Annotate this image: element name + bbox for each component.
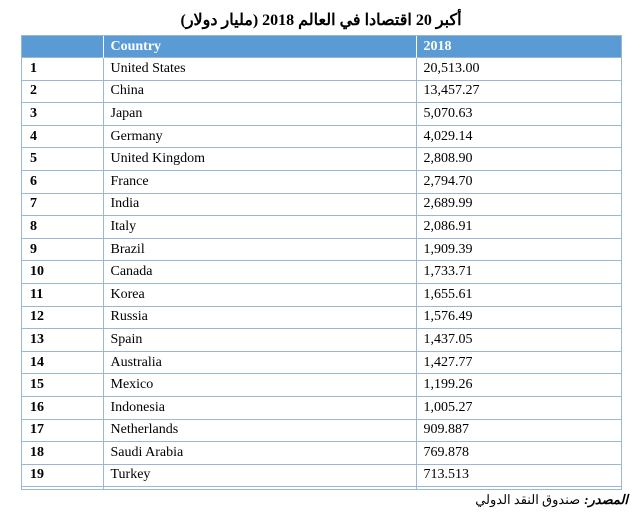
rank-cell: 14 <box>22 350 104 374</box>
rank-column-header <box>22 36 104 58</box>
gdp-value-cell: 1,576.49 <box>416 305 621 329</box>
year-column-header: 2018 <box>416 36 621 58</box>
country-cell: France <box>103 169 417 194</box>
table-row: 20Switzerland709.118 <box>22 486 621 489</box>
country-cell: India <box>103 192 417 216</box>
gdp-value-cell: 1,199.26 <box>416 373 621 397</box>
gdp-value-cell: 1,909.39 <box>416 237 621 261</box>
gdp-value-cell: 909.887 <box>416 418 621 442</box>
rank-cell: 2 <box>22 79 104 103</box>
table-row: 8 Italy 2,086.91 <box>22 215 621 239</box>
table-row: 18 Saudi Arabia 769.878 <box>22 441 621 465</box>
table-row: 19 Turkey 713.513 <box>22 463 621 487</box>
rank-cell: 6 <box>22 169 104 194</box>
economies-table-frame: Country 2018 1 United States 20,513.00 2 Chi… <box>21 35 622 490</box>
rank-cell: 17 <box>22 418 104 442</box>
table-row: 4 Germany 4,029.14 <box>22 124 621 148</box>
table-row: 14 Australia 1,427.77 <box>22 350 621 374</box>
rank-cell: 9 <box>22 237 104 261</box>
country-cell: United States <box>103 57 417 81</box>
rank-cell: 18 <box>22 441 104 465</box>
gdp-value-cell: 1,733.71 <box>416 260 621 284</box>
country-cell: Turkey <box>103 463 417 487</box>
gdp-value-cell: 2,689.99 <box>416 192 621 216</box>
country-cell: United Kingdom <box>103 147 417 171</box>
rank-cell: 11 <box>22 282 104 307</box>
table-row: 3 Japan 5,070.63 <box>22 102 621 126</box>
rank-cell: 16 <box>22 395 104 419</box>
table-row: 16 Indonesia 1,005.27 <box>22 395 621 419</box>
economies-table: Country 2018 1 United States 20,513.00 2 Chi… <box>22 36 621 489</box>
table-row: 17 Netherlands 909.887 <box>22 418 621 442</box>
country-cell: Brazil <box>103 237 417 261</box>
table-row: 2 China 13,457.27 <box>22 79 621 103</box>
gdp-value-cell: 2,794.70 <box>416 169 621 194</box>
country-cell: Russia <box>103 305 417 329</box>
gdp-value-cell: 5,070.63 <box>416 102 621 126</box>
gdp-value-cell: 2,086.91 <box>416 215 621 239</box>
rank-cell: 10 <box>22 260 104 284</box>
table-row: 13 Spain 1,437.05 <box>22 328 621 352</box>
country-cell: Canada <box>103 260 417 284</box>
country-cell: Germany <box>103 124 417 148</box>
table-row: 7 India 2,689.99 <box>22 192 621 216</box>
country-cell: Japan <box>103 102 417 126</box>
gdp-value-cell: 1,655.61 <box>416 282 621 307</box>
source-text: صندوق النقد الدولي <box>475 492 581 507</box>
rank-cell: 1 <box>22 57 104 81</box>
gdp-value-cell: 1,005.27 <box>416 395 621 419</box>
gdp-value-cell: 13,457.27 <box>416 79 621 103</box>
gdp-value-cell: 769.878 <box>416 441 621 465</box>
gdp-value-cell: 709.118 <box>416 486 621 489</box>
rank-cell: 5 <box>22 147 104 171</box>
rank-cell: 12 <box>22 305 104 329</box>
country-cell: Mexico <box>103 373 417 397</box>
table-row: 15 Mexico 1,199.26 <box>22 373 621 397</box>
gdp-value-cell: 1,427.77 <box>416 350 621 374</box>
table-row: 5 United Kingdom 2,808.90 <box>22 147 621 171</box>
country-column-header: Country <box>103 36 417 58</box>
table-row: 9 Brazil 1,909.39 <box>22 237 621 261</box>
source-label: المصدر: <box>584 492 628 507</box>
rank-cell: 4 <box>22 124 104 148</box>
table-header-row: Country 2018 <box>22 36 621 58</box>
rank-cell: 19 <box>22 463 104 487</box>
gdp-value-cell: 2,808.90 <box>416 147 621 171</box>
gdp-value-cell: 20,513.00 <box>416 57 621 81</box>
rank-cell: 20 <box>22 486 104 489</box>
rank-cell: 8 <box>22 215 104 239</box>
gdp-value-cell: 713.513 <box>416 463 621 487</box>
country-cell: Indonesia <box>103 395 417 419</box>
country-cell: Switzerland <box>103 486 417 489</box>
country-cell: Korea <box>103 282 417 307</box>
country-cell: China <box>103 79 417 103</box>
table-row: 1 United States 20,513.00 <box>22 57 621 81</box>
table-row: 10 Canada 1,733.71 <box>22 260 621 284</box>
rank-cell: 13 <box>22 328 104 352</box>
gdp-value-cell: 4,029.14 <box>416 124 621 148</box>
table-body: 1 United States 20,513.00 2 China 13,457.27 3 J… <box>22 57 621 489</box>
page-title: أكبر 20 اقتصادا في العالم 2018 (مليار دو… <box>180 12 462 29</box>
source-note: المصدر: صندوق النقد الدولي <box>475 491 628 509</box>
gdp-value-cell: 1,437.05 <box>416 328 621 352</box>
country-cell: Spain <box>103 328 417 352</box>
country-cell: Saudi Arabia <box>103 441 417 465</box>
table-row: 6 France 2,794.70 <box>22 169 621 194</box>
country-cell: Italy <box>103 215 417 239</box>
rank-cell: 7 <box>22 192 104 216</box>
rank-cell: 15 <box>22 373 104 397</box>
country-cell: Netherlands <box>103 418 417 442</box>
table-row: 12 Russia 1,576.49 <box>22 305 621 329</box>
country-cell: Australia <box>103 350 417 374</box>
table-row: 11 Korea 1,655.61 <box>22 282 621 307</box>
rank-cell: 3 <box>22 102 104 126</box>
